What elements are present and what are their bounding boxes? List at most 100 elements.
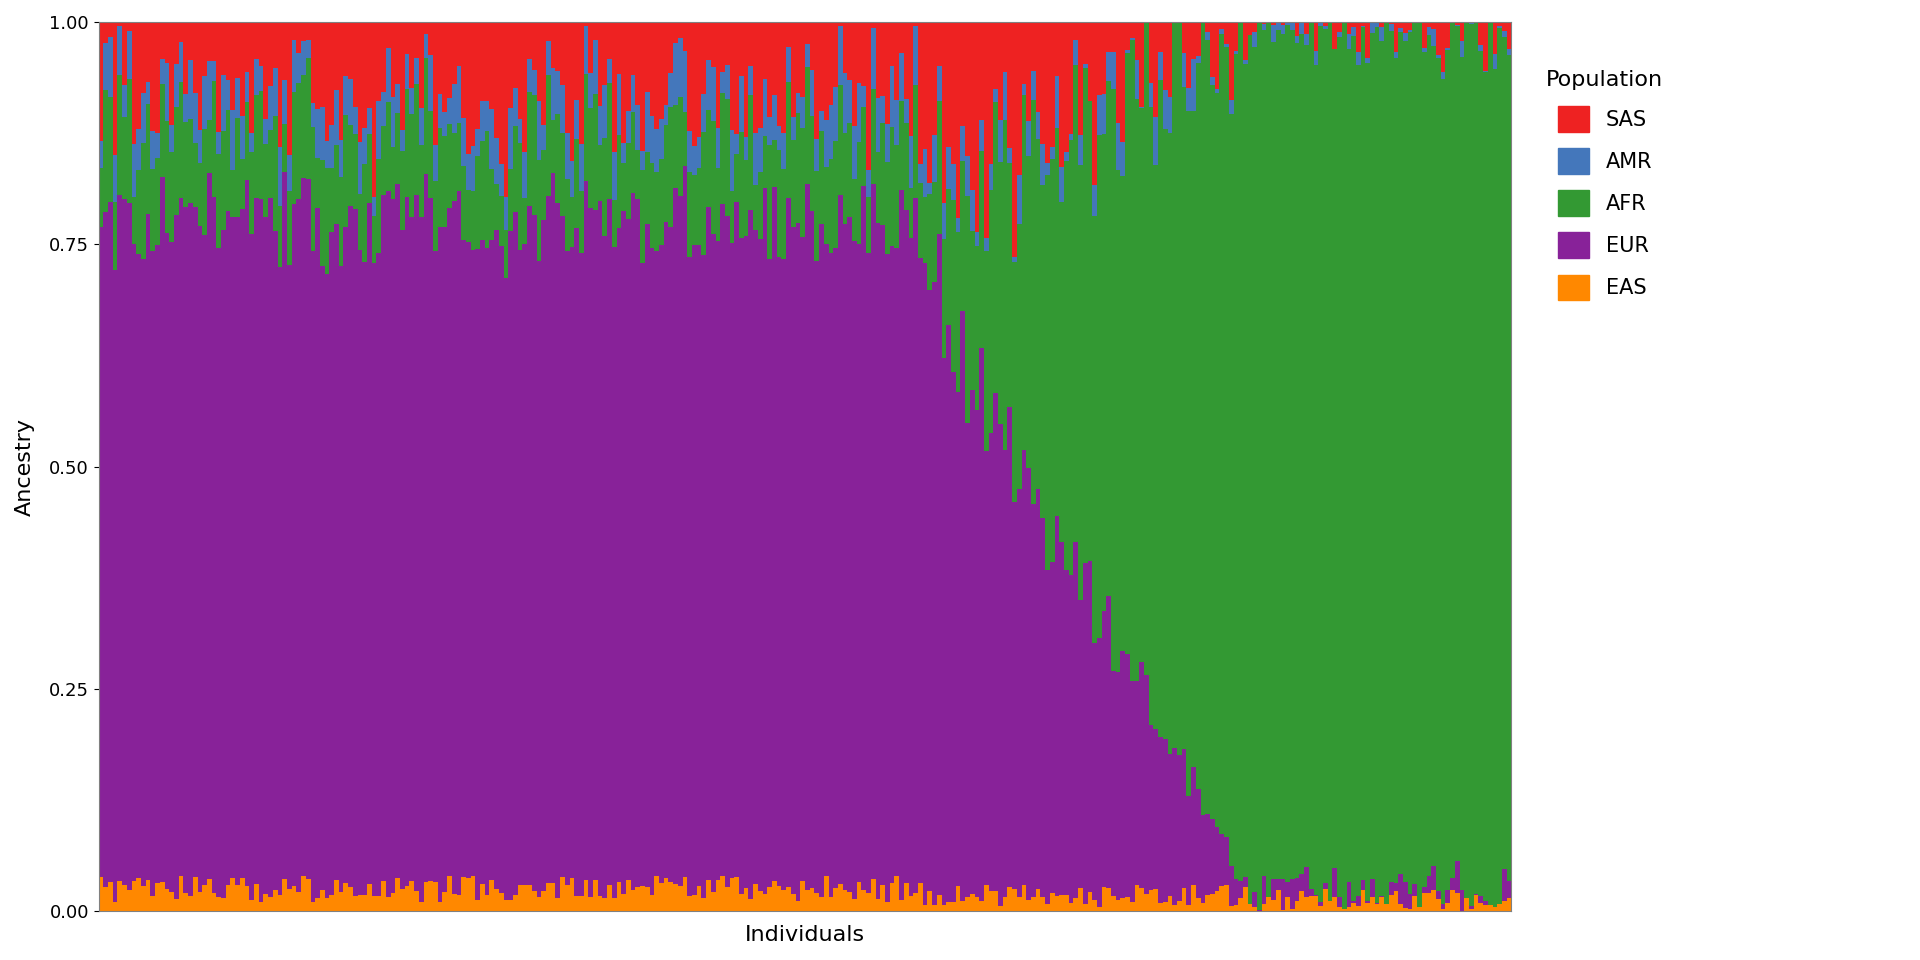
Bar — [522, 885, 528, 911]
Bar — [824, 876, 829, 911]
Bar — [123, 199, 127, 885]
Bar — [282, 172, 286, 879]
Bar — [175, 215, 179, 899]
Bar — [1210, 77, 1215, 84]
Bar — [192, 22, 198, 93]
Bar — [710, 234, 716, 892]
Bar — [1102, 887, 1106, 911]
Bar — [1144, 894, 1148, 911]
Bar — [1206, 814, 1210, 895]
Bar — [998, 161, 1002, 423]
Bar — [1031, 100, 1035, 504]
Bar — [1375, 904, 1379, 911]
Bar — [509, 22, 513, 108]
Bar — [127, 891, 132, 911]
Bar — [509, 108, 513, 169]
Bar — [960, 311, 966, 900]
Bar — [269, 198, 273, 898]
Bar — [1008, 22, 1012, 148]
Bar — [791, 227, 795, 895]
Bar — [739, 22, 743, 76]
Bar — [950, 164, 956, 200]
Bar — [1190, 22, 1196, 59]
Bar — [296, 892, 301, 911]
Bar — [1469, 905, 1475, 909]
Bar — [1413, 22, 1417, 23]
Bar — [1488, 904, 1492, 911]
Bar — [1069, 22, 1073, 134]
Bar — [612, 200, 616, 247]
Bar — [132, 22, 136, 144]
Bar — [376, 896, 382, 911]
Bar — [1478, 22, 1482, 45]
Bar — [518, 251, 522, 884]
Bar — [655, 251, 659, 876]
Bar — [1488, 22, 1492, 904]
Bar — [1290, 23, 1294, 30]
Bar — [399, 889, 405, 911]
Bar — [564, 179, 570, 252]
Bar — [1252, 47, 1258, 893]
Bar — [843, 22, 847, 73]
Bar — [150, 131, 156, 169]
Bar — [1430, 29, 1436, 46]
Bar — [1478, 51, 1482, 897]
Bar — [1164, 129, 1167, 739]
Bar — [451, 22, 457, 84]
Bar — [674, 188, 678, 884]
Bar — [1446, 22, 1450, 48]
Bar — [597, 106, 603, 145]
Bar — [522, 152, 528, 198]
Bar — [230, 217, 234, 878]
Bar — [372, 897, 376, 911]
Bar — [895, 876, 899, 911]
Bar — [1106, 22, 1112, 52]
Bar — [924, 149, 927, 197]
Bar — [396, 22, 399, 84]
Bar — [528, 92, 532, 205]
Bar — [1060, 542, 1064, 896]
Bar — [872, 29, 876, 88]
Bar — [513, 22, 518, 88]
Bar — [678, 97, 682, 196]
Bar — [541, 22, 545, 125]
Bar — [1459, 41, 1465, 57]
Bar — [532, 22, 536, 70]
Bar — [334, 224, 338, 879]
Bar — [227, 22, 230, 81]
Bar — [636, 150, 639, 199]
Bar — [1446, 50, 1450, 890]
Bar — [597, 145, 603, 201]
Bar — [169, 126, 175, 152]
Bar — [324, 22, 330, 140]
Bar — [574, 100, 580, 139]
Bar — [324, 140, 330, 168]
Bar — [132, 144, 136, 197]
Bar — [1455, 25, 1459, 26]
Bar — [801, 97, 804, 128]
Bar — [1021, 449, 1027, 885]
Bar — [1384, 22, 1388, 904]
Bar — [733, 154, 739, 203]
Bar — [837, 22, 843, 26]
Bar — [1096, 22, 1102, 95]
Bar — [772, 95, 778, 140]
Bar — [136, 129, 140, 170]
Bar — [292, 204, 296, 886]
Bar — [1475, 22, 1478, 894]
Bar — [428, 111, 432, 198]
Bar — [555, 22, 561, 71]
Bar — [983, 885, 989, 911]
Bar — [733, 877, 739, 911]
Bar — [795, 22, 801, 93]
Bar — [1210, 84, 1215, 819]
Bar — [862, 85, 866, 107]
Bar — [244, 22, 250, 73]
Bar — [829, 22, 833, 106]
Bar — [1229, 100, 1233, 114]
Bar — [856, 22, 862, 83]
Bar — [1304, 22, 1309, 35]
Bar — [113, 902, 117, 911]
Bar — [843, 73, 847, 132]
Bar — [1158, 736, 1164, 902]
